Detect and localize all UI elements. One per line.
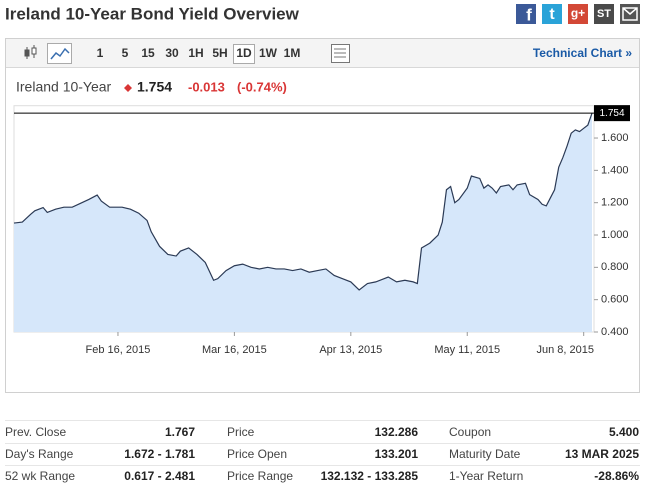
quote-change: -0.013 — [188, 79, 225, 94]
twitter-icon[interactable] — [542, 4, 562, 24]
x-tick-label: Mar 16, 2015 — [202, 344, 267, 356]
stat-label: Prev. Close — [5, 425, 66, 439]
quote-name: Ireland 10-Year — [16, 79, 112, 95]
x-tick-label: May 11, 2015 — [434, 344, 500, 356]
stat-value: 1.767 — [165, 425, 195, 439]
y-tick-label: 1.400 — [601, 164, 629, 176]
stat-value: 13 MAR 2025 — [565, 447, 639, 461]
last-price-box — [594, 105, 630, 122]
y-tick-label: 0.800 — [601, 261, 629, 273]
down-marker — [124, 84, 132, 92]
y-tick-label: 1.200 — [601, 197, 629, 209]
interval-button[interactable]: 1D — [236, 46, 252, 60]
stat-label: Price Range — [227, 469, 293, 483]
stat-label: Price — [227, 425, 255, 439]
stat-label: Coupon — [449, 425, 491, 439]
y-tick-label: 1.000 — [601, 229, 629, 241]
stat-value: 132.132 - 133.285 — [321, 469, 419, 483]
candle-body — [24, 49, 30, 57]
line-chart-button[interactable] — [47, 43, 72, 64]
interval-button[interactable]: 1H — [188, 46, 203, 60]
interval-button[interactable]: 1 — [97, 46, 104, 60]
line — [13, 112, 593, 291]
social-icons: f t g+ ST — [516, 4, 640, 24]
y-tick-label: 0.600 — [601, 294, 629, 306]
x-tick-label: Jun 8, 2015 — [537, 344, 595, 356]
stat-value: 132.286 — [375, 425, 419, 439]
page-title: Ireland 10-Year Bond Yield Overview — [5, 4, 300, 23]
facebook-glyph: f — [526, 5, 532, 24]
stocktwits-icon[interactable] — [594, 4, 614, 24]
y-tick-label: 0.400 — [601, 326, 629, 338]
gplus-icon[interactable] — [568, 4, 588, 24]
interval-button[interactable]: 1W — [259, 46, 278, 60]
email-glyph — [622, 7, 638, 21]
area-fill — [14, 113, 592, 332]
interval-button[interactable]: 5H — [212, 46, 227, 60]
interval-selected — [233, 44, 255, 64]
interval-button[interactable]: 5 — [122, 46, 129, 60]
interval-button[interactable]: 30 — [165, 46, 179, 60]
facebook-icon[interactable] — [516, 4, 536, 24]
stat-value: 1.672 - 1.781 — [124, 447, 195, 461]
line-chart-glyph — [50, 47, 70, 60]
stat-value: 133.201 — [375, 447, 419, 461]
candle-icon[interactable] — [24, 45, 37, 59]
toolbar — [6, 39, 639, 67]
stat-label: Maturity Date — [449, 447, 521, 461]
stocktwits-glyph: ST — [597, 8, 611, 20]
candle-body — [31, 47, 37, 55]
stat-value: 0.617 - 2.481 — [124, 469, 195, 483]
stat-label: Day's Range — [5, 447, 74, 461]
gplus-glyph: g+ — [571, 6, 585, 20]
stat-value: -28.86% — [594, 469, 639, 483]
stat-label: Price Open — [227, 447, 287, 461]
technical-chart-link[interactable]: Technical Chart » — [533, 46, 632, 60]
interval-button[interactable]: 1M — [284, 46, 301, 60]
interval-button[interactable]: 15 — [141, 46, 155, 60]
quote-change-percent: (-0.74%) — [237, 79, 287, 94]
stat-label: 1-Year Return — [449, 469, 523, 483]
x-tick-label: Feb 16, 2015 — [86, 344, 151, 356]
twitter-glyph: t — [549, 6, 555, 23]
x-tick-label: Apr 13, 2015 — [319, 344, 382, 356]
table-glyph — [334, 48, 346, 58]
stat-value: 5.400 — [609, 425, 639, 439]
y-tick-label: 1.600 — [601, 132, 629, 144]
stat-label: 52 wk Range — [5, 469, 75, 483]
last-price-label: 1.754 — [599, 108, 624, 119]
quote-last: 1.754 — [137, 79, 172, 95]
